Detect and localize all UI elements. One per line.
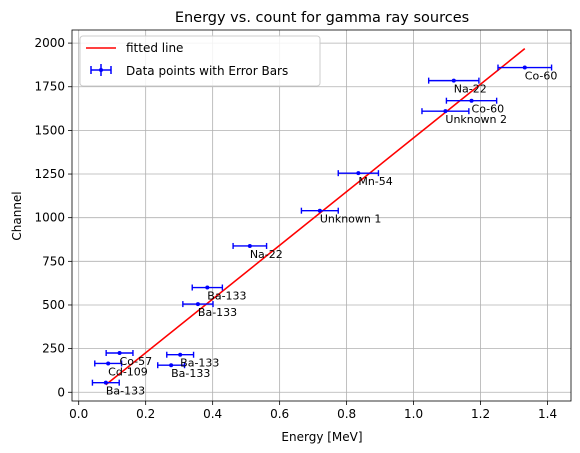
x-tick-label: 0.0: [69, 407, 88, 421]
data-point: [421, 108, 470, 115]
point-label: Unknown 1: [320, 213, 382, 226]
point-marker: [205, 285, 210, 290]
x-axis-ticks: 0.0 0.2 0.4 0.6 0.8 1.0 1.2 1.4: [69, 401, 557, 421]
data-point: [157, 362, 186, 369]
point-marker: [117, 350, 122, 355]
y-axis-ticks: 0 250 500 750 1000 1250 1500 1750 2000: [34, 36, 72, 399]
data-point: [300, 207, 339, 214]
point-label: Co-60: [472, 103, 505, 116]
legend-fit-label: fitted line: [126, 41, 183, 55]
point-marker: [106, 361, 111, 366]
data-points-layer: [91, 64, 553, 386]
point-marker: [451, 78, 456, 83]
chart-title: Energy vs. count for gamma ray sources: [175, 10, 469, 26]
point-label: Unknown 2: [445, 113, 507, 126]
x-tick-label: 0.4: [203, 407, 222, 421]
y-tick-label: 500: [42, 298, 65, 312]
y-tick-label: 1500: [34, 123, 65, 137]
point-marker: [469, 98, 474, 103]
point-label: Ba-133: [180, 357, 219, 370]
y-tick-label: 750: [42, 254, 65, 268]
point-marker: [522, 65, 527, 70]
point-label: Ba-133: [171, 367, 210, 380]
data-point: [191, 284, 224, 291]
data-point: [427, 77, 480, 84]
data-point: [182, 301, 214, 308]
grid-lines: [72, 30, 571, 401]
axes-frame: [71, 29, 572, 402]
y-tick-label: 1750: [34, 80, 65, 94]
x-tick-label: 0.8: [337, 407, 356, 421]
x-tick-label: 1.2: [471, 407, 490, 421]
legend: fitted line Data points with Error Bars: [79, 35, 321, 87]
data-point: [445, 97, 498, 104]
point-marker: [443, 109, 448, 114]
point-marker: [195, 302, 200, 307]
data-point: [166, 351, 195, 358]
data-point: [105, 349, 134, 356]
point-label: Co-57: [120, 355, 153, 368]
y-tick-label: 250: [42, 342, 65, 356]
point-marker: [356, 171, 361, 176]
x-tick-label: 0.2: [136, 407, 155, 421]
legend-box: [79, 35, 321, 87]
y-tick-label: 2000: [34, 36, 65, 50]
data-point: [497, 64, 553, 71]
legend-points-label: Data points with Error Bars: [126, 64, 288, 78]
point-marker: [178, 352, 183, 357]
y-tick-label: 0: [57, 385, 65, 399]
point-marker: [103, 380, 108, 385]
data-point: [91, 379, 120, 386]
point-marker: [169, 363, 174, 368]
fit-line-layer: [105, 48, 526, 386]
point-label: Ba-133: [106, 385, 145, 398]
y-tick-label: 1000: [34, 211, 65, 225]
x-tick-label: 1.0: [404, 407, 423, 421]
point-labels-layer: Ba-133Cd-109Co-57Ba-133Ba-133Ba-133Ba-13…: [106, 70, 558, 398]
x-axis-label: Energy [MeV]: [281, 430, 362, 444]
point-label: Mn-54: [358, 175, 392, 188]
point-marker: [317, 208, 322, 213]
point-label: Cd-109: [108, 365, 148, 378]
y-tick-label: 1250: [34, 167, 65, 181]
point-label: Ba-133: [198, 306, 237, 319]
data-point: [337, 170, 380, 177]
point-label: Na-22: [250, 248, 283, 261]
x-tick-label: 0.6: [270, 407, 289, 421]
legend-points-swatch: [90, 64, 112, 76]
point-label: Na-22: [454, 83, 487, 96]
x-tick-label: 1.4: [538, 407, 557, 421]
fit-line: [105, 48, 526, 386]
point-label: Co-60: [525, 70, 558, 83]
data-point: [232, 242, 268, 249]
point-marker: [247, 243, 252, 248]
point-label: Ba-133: [207, 290, 246, 303]
data-point: [94, 360, 123, 367]
y-axis-label: Channel: [10, 191, 24, 240]
